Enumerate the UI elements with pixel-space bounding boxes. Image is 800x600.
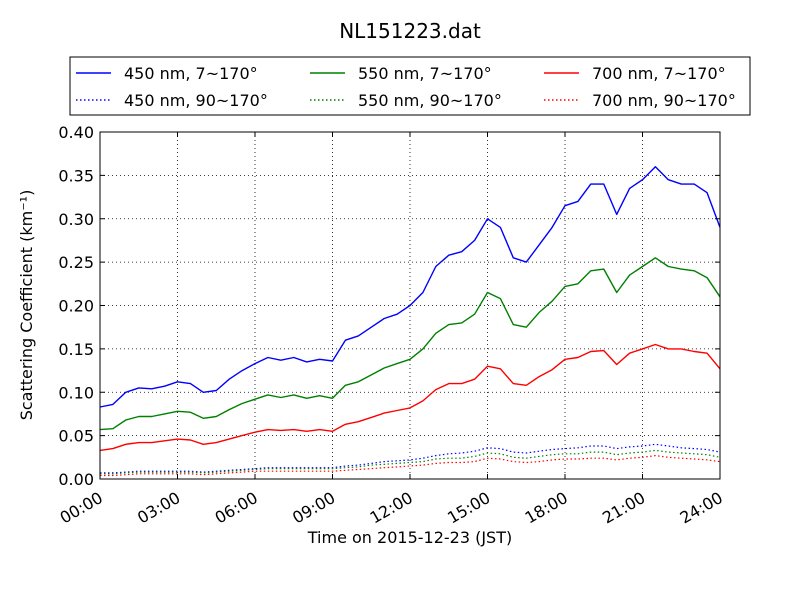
y-tick-label: 0.30 [58,210,94,229]
x-axis-label: Time on 2015-12-23 (JST) [307,528,512,547]
y-tick-label: 0.25 [58,253,94,272]
y-tick-label: 0.05 [58,427,94,446]
chart-title: NL151223.dat [339,19,481,43]
legend-label-4: 550 nm, 90~170° [358,91,502,110]
y-tick-label: 0.35 [58,166,94,185]
series-line-0 [99,165,721,408]
grid-lines [100,132,720,479]
y-axis-label: Scattering Coefficient (km⁻¹) [17,190,36,421]
y-tick-label: 0.15 [58,340,94,359]
legend-label-5: 700 nm, 90~170° [592,91,736,110]
series-line-1 [99,257,721,431]
y-tick-label: 0.10 [58,383,94,402]
y-tick-label: 0.00 [58,470,94,489]
series-line-2 [99,343,721,452]
legend: 450 nm, 7~170° 450 nm, 90~170° 550 nm, 7~1… [69,56,751,116]
y-tick-label: 0.40 [58,123,94,142]
legend-label-0: 450 nm, 7~170° [124,64,258,83]
y-tick-label: 0.20 [58,297,94,316]
legend-label-2: 700 nm, 7~170° [592,64,726,83]
legend-box [69,56,751,116]
series-lines [99,165,721,477]
legend-label-3: 450 nm, 90~170° [124,91,268,110]
legend-label-1: 550 nm, 7~170° [358,64,492,83]
